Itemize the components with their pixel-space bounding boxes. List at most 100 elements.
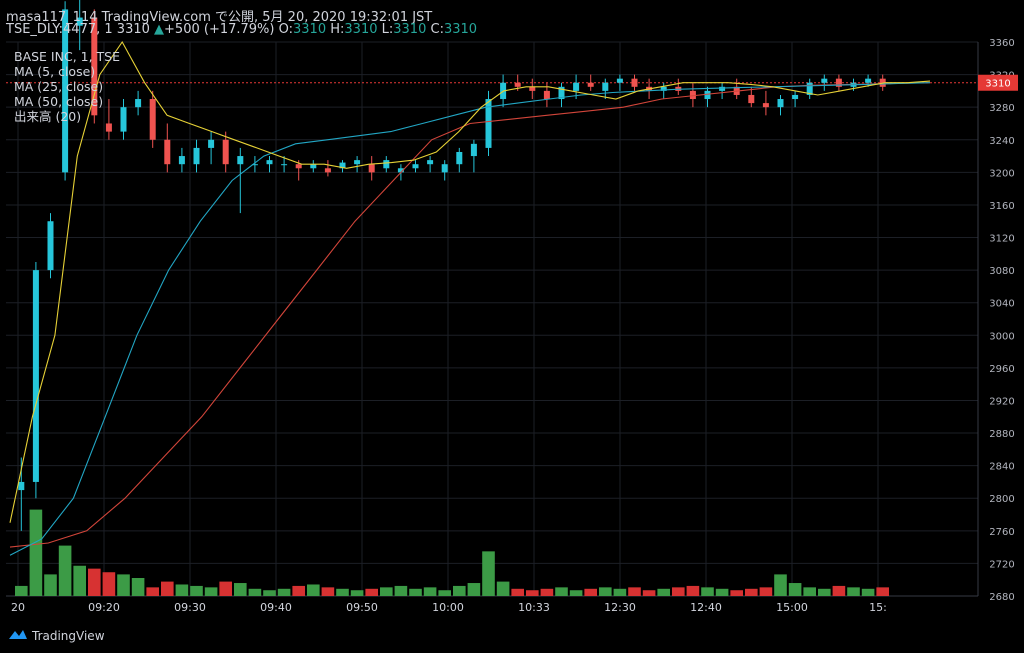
volume-bar [15,585,28,596]
volume-bar [759,587,773,596]
candle-body [835,78,842,87]
y-tick-label: 3040 [989,299,1014,310]
candle-body [631,78,638,87]
y-tick-label: 2960 [989,364,1014,375]
x-tick-label: 10:33 [518,601,550,614]
tradingview-logo-icon [8,628,28,643]
candle-body [91,17,98,116]
candle-body [587,82,594,87]
volume-bar [117,574,130,596]
volume-bar [467,583,481,596]
legend-volume[interactable]: 出来高 (20) [14,109,82,124]
y-tick-label: 3000 [989,331,1014,342]
y-tick-label: 3200 [989,168,1014,179]
last-price-tag-label: 3310 [985,79,1010,90]
candle-body [193,147,200,165]
volume-bar [292,585,305,596]
volume-bar [307,584,320,596]
open-value: 3310 [293,22,327,37]
volume-bar [204,587,218,596]
candle-body [135,99,142,108]
candle-body [295,164,302,169]
low-label: L: [381,22,394,37]
candle-body [865,78,872,83]
close-value: 3310 [443,22,478,37]
volume-bar [409,588,422,596]
volume-bar [482,551,495,596]
candle-body [704,90,711,100]
volume-bar [555,587,568,596]
volume-bar [672,587,685,596]
volume-bar [131,578,145,596]
volume-bar [745,588,758,596]
candle-body [76,17,83,26]
candle-body [237,156,244,165]
x-tick-label: 09:50 [346,601,378,614]
x-tick-label: 15:00 [776,601,808,614]
volume-bar [321,587,335,596]
volume-bar [58,545,72,596]
legend-ma5[interactable]: MA (5, close) [14,64,96,79]
volume-bar [219,581,232,596]
ma5-line [9,40,931,523]
candle-body [485,99,492,148]
candle-body [558,86,565,100]
tradingview-brand[interactable]: TradingView [8,628,105,643]
publish-line: masa117_114 TradingView.com で公開, 5月 20, … [6,10,433,25]
y-tick-label: 3120 [989,234,1014,245]
volume-bar [73,565,86,596]
y-tick-label: 3280 [989,103,1014,114]
volume-bar [861,588,875,596]
x-tick-label: 09:20 [88,601,120,614]
candle-body [310,164,317,169]
y-tick-label: 2760 [989,527,1014,538]
volume-bar [569,590,583,596]
candle-body [397,168,404,173]
candle-body [149,99,156,140]
candle-body [427,160,434,165]
y-tick-label: 2920 [989,396,1014,407]
y-tick-label: 2720 [989,559,1014,570]
x-tick-label: 15: [869,601,887,614]
candle-body [281,164,288,166]
candle-body [412,164,419,169]
volume-bar [526,590,539,596]
volume-bar [730,590,743,596]
x-tick-label: 12:40 [690,601,722,614]
candle-body [164,139,171,165]
volume-bar [628,587,641,596]
candle-body [18,481,25,491]
candle-body [514,82,521,87]
volume-bar [818,588,831,596]
candle-body [354,160,361,165]
legend-ma50[interactable]: MA (50, close) [14,94,104,109]
candle-body [456,151,463,165]
y-tick-label: 3160 [989,201,1014,212]
volume-bar [394,585,408,596]
volume-bar [657,588,670,596]
volume-bar [365,588,378,596]
volume-bar [336,588,349,596]
candle-body [208,139,215,148]
candle-body [616,78,623,83]
y-tick-label: 3080 [989,266,1014,277]
brand-text: TradingView [32,628,105,643]
volume-bar [102,572,116,596]
legend-ma25[interactable]: MA (25, close) [14,79,104,94]
symbol-line: TSE_DLY:4477, 1 3310 ▲+500 (+17.79%) O:3… [6,22,477,37]
x-tick-label: 12:30 [604,601,636,614]
volume-bar [876,587,889,596]
volume-bar [423,587,437,596]
candle-body [441,164,448,173]
candle-body [324,168,331,173]
volume-bar [263,590,276,596]
volume-bar [803,587,816,596]
y-tick-label: 2800 [989,494,1014,505]
symbol[interactable]: TSE_DLY:4477, 1 [6,22,113,37]
candle-body [222,139,229,165]
legend-series[interactable]: BASE INC, 1, TSE [14,49,121,64]
volume-bar [277,588,291,596]
volume-bar [44,574,57,596]
candle-body [105,123,112,132]
